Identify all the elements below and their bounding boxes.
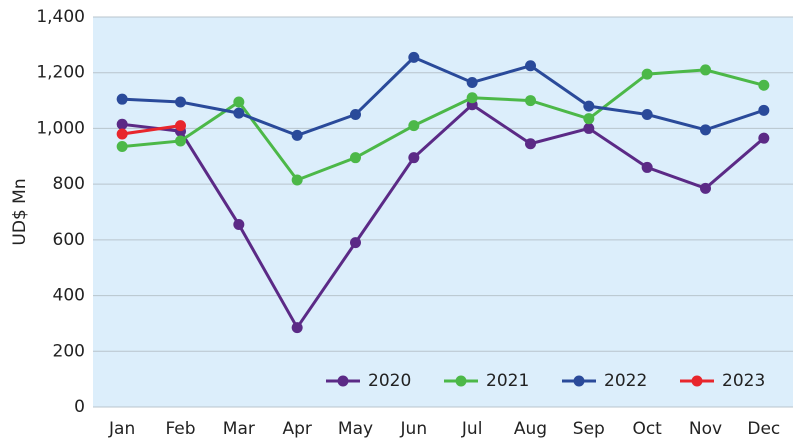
x-tick-label: Sep	[573, 419, 605, 439]
point	[408, 120, 420, 132]
x-tick-label: Aug	[514, 419, 547, 439]
y-tick-label: 400	[53, 286, 85, 306]
plot-area	[93, 17, 793, 407]
point	[641, 68, 653, 80]
x-tick-label: Jun	[400, 419, 428, 439]
legend-label: 2023	[722, 371, 765, 391]
y-tick-label: 1,400	[36, 7, 85, 27]
point	[641, 161, 653, 173]
point	[408, 152, 420, 164]
point	[350, 109, 361, 120]
point	[175, 120, 186, 132]
point	[350, 152, 361, 164]
point	[233, 219, 245, 231]
x-tick-label: May	[338, 419, 373, 439]
point	[758, 79, 770, 91]
legend-label: 2020	[368, 371, 411, 391]
point	[758, 104, 770, 116]
point	[116, 141, 128, 153]
point	[116, 128, 128, 140]
point	[466, 76, 478, 88]
y-tick-label: 0	[74, 397, 85, 417]
point	[175, 135, 186, 147]
legend-marker	[573, 375, 585, 387]
legend-marker	[455, 375, 467, 387]
series-line	[121, 124, 181, 136]
point	[291, 322, 303, 334]
point	[700, 64, 711, 76]
x-tick-label: Apr	[282, 419, 311, 439]
series-line	[122, 68, 765, 182]
x-tick-label: Oct	[632, 419, 662, 439]
x-tick-label: Jul	[461, 419, 483, 439]
x-tick-label: Dec	[747, 419, 780, 439]
y-tick-label: 200	[53, 341, 85, 361]
point	[583, 122, 595, 134]
legend-marker	[691, 375, 703, 387]
point	[175, 96, 186, 108]
x-tick-label: Mar	[223, 419, 255, 439]
y-axis-label: UD$ Mn	[10, 178, 30, 245]
point	[116, 118, 128, 130]
series-line	[121, 102, 765, 331]
y-tick-label: 1,200	[36, 63, 85, 83]
point	[291, 129, 303, 141]
point	[641, 109, 653, 120]
point	[700, 182, 711, 194]
point	[525, 138, 536, 150]
legend-label: 2021	[486, 371, 529, 391]
legend-label: 2022	[604, 371, 647, 391]
point	[408, 51, 420, 63]
point	[758, 132, 770, 144]
y-tick-label: 800	[53, 174, 85, 194]
point	[700, 124, 711, 136]
x-tick-label: Nov	[689, 419, 722, 439]
x-tick-label: Jan	[108, 419, 135, 439]
point	[233, 96, 245, 108]
point	[583, 100, 595, 112]
point	[466, 92, 478, 104]
point	[350, 237, 361, 249]
point	[291, 174, 303, 186]
point	[233, 107, 245, 119]
point	[116, 93, 128, 105]
legend-marker	[337, 375, 349, 387]
point	[583, 113, 595, 125]
point	[525, 60, 536, 72]
series-line	[122, 55, 765, 137]
point	[525, 95, 536, 107]
y-tick-label: 1,000	[36, 118, 85, 138]
x-tick-label: Feb	[165, 419, 195, 439]
y-tick-label: 600	[53, 230, 85, 250]
